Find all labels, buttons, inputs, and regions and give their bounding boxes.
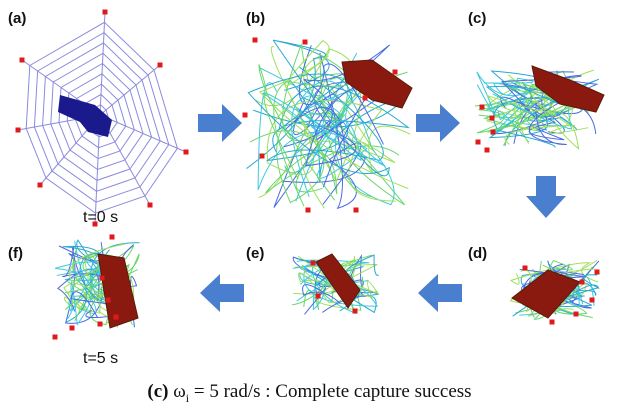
- node: [20, 58, 25, 63]
- node: [595, 270, 600, 275]
- node: [485, 148, 490, 153]
- node: [70, 326, 75, 331]
- arrow: [200, 274, 244, 312]
- node: [16, 128, 21, 133]
- arrow: [198, 104, 242, 142]
- node: [354, 208, 359, 213]
- node: [158, 63, 163, 68]
- arrow: [416, 104, 460, 142]
- node: [103, 10, 108, 15]
- panel-label: (c): [468, 10, 486, 27]
- node: [243, 113, 248, 118]
- node: [316, 294, 321, 299]
- node: [490, 116, 495, 121]
- node: [114, 315, 119, 320]
- node: [148, 203, 153, 208]
- node: [580, 280, 585, 285]
- panel-label: (f): [8, 245, 23, 262]
- node: [491, 130, 496, 135]
- node: [38, 183, 43, 188]
- node: [106, 298, 111, 303]
- caption-symbol: ω: [173, 381, 186, 402]
- time-label: t=5 s: [83, 350, 118, 368]
- panel-label: (a): [8, 10, 26, 27]
- node: [306, 208, 311, 213]
- satellite: [58, 95, 112, 137]
- panel-label: (d): [468, 245, 487, 262]
- panel-label: (b): [246, 10, 265, 27]
- caption: (c) ωi = 5 rad/s : Complete capture succ…: [0, 381, 619, 406]
- node: [260, 154, 265, 159]
- node: [590, 298, 595, 303]
- node: [476, 140, 481, 145]
- node: [311, 261, 316, 266]
- arrow: [418, 274, 462, 312]
- node: [480, 105, 485, 110]
- node: [303, 40, 308, 45]
- node: [574, 312, 579, 317]
- node: [110, 235, 115, 240]
- node: [550, 320, 555, 325]
- node: [184, 150, 189, 155]
- arrow: [526, 176, 566, 218]
- node: [253, 38, 258, 43]
- node: [353, 309, 358, 314]
- node: [393, 70, 398, 75]
- node: [53, 335, 58, 340]
- time-label: t=0 s: [83, 209, 118, 227]
- node: [523, 266, 528, 271]
- figure: (a) (b) (c) (d) (e) (f) t=0 s t=5 s (c) …: [0, 0, 619, 414]
- caption-label: (c): [147, 381, 168, 402]
- panel-label: (e): [246, 245, 264, 262]
- node: [363, 96, 368, 101]
- node: [98, 322, 103, 327]
- caption-text: = 5 rad/s : Complete capture success: [189, 381, 471, 402]
- node: [100, 276, 105, 281]
